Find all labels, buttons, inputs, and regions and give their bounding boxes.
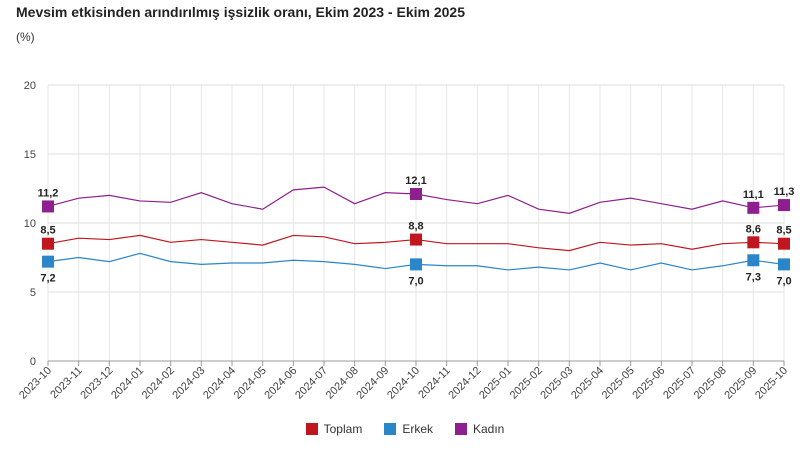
legend-label-erkek: Erkek [402,422,433,436]
legend-swatch-toplam [305,423,318,435]
y-tick-label: 0 [30,356,36,368]
marker-erkek [42,255,54,268]
data-label-erkek: 7,2 [40,273,55,285]
data-label-kadin: 11,2 [38,187,59,199]
data-label-erkek: 7,3 [746,271,761,283]
x-tick-label: 2025-04 [569,365,606,402]
marker-kadin [778,199,790,212]
x-tick-label: 2024-01 [109,365,146,402]
marker-kadin [747,201,760,214]
x-tick-label: 2024-07 [293,365,330,402]
x-tick-label: 2025-06 [630,365,667,402]
x-tick-label: 2024-11 [416,365,452,401]
x-tick-label: 2023-11 [48,365,84,401]
data-label-kadin: 11,1 [743,189,764,201]
marker-toplam [747,236,760,249]
data-label-kadin: 12,1 [405,175,426,187]
y-tick-label: 5 [30,287,36,299]
x-tick-label: 2023-10 [17,365,54,402]
x-tick-label: 2025-07 [661,365,698,402]
data-label-erkek: 7,0 [408,275,423,287]
data-label-toplam: 8,6 [746,223,761,235]
x-tick-label: 2024-10 [385,365,422,402]
line-chart: 051015202023-102023-112023-122024-012024… [17,80,795,402]
legend-swatch-erkek [384,423,397,435]
data-label-erkek: 7,0 [776,275,791,287]
y-tick-label: 10 [24,218,36,230]
x-tick-label: 2024-12 [446,365,483,402]
marker-toplam [42,237,54,250]
x-tick-label: 2025-10 [753,365,790,402]
x-tick-label: 2025-02 [508,365,545,402]
marker-kadin [42,200,54,213]
legend-label-kadin: Kadın [473,422,505,436]
legend-item-kadin[interactable]: Kadın [455,422,504,436]
data-label-toplam: 8,8 [408,221,423,233]
y-tick-label: 20 [24,80,36,92]
x-tick-label: 2024-09 [354,365,391,402]
marker-toplam [778,237,790,250]
legend-item-toplam[interactable]: Toplam [305,422,363,436]
x-tick-label: 2024-04 [201,365,238,402]
x-tick-label: 2025-03 [538,365,575,402]
data-label-kadin: 11,3 [774,186,795,198]
x-tick-label: 2023-12 [78,365,115,402]
x-tick-label: 2024-03 [170,365,207,402]
x-tick-label: 2025-09 [722,365,759,402]
x-tick-label: 2024-05 [232,365,269,402]
x-tick-label: 2025-01 [477,365,514,402]
marker-erkek [410,258,422,271]
data-label-toplam: 8,5 [776,225,791,237]
data-label-toplam: 8,5 [40,225,55,237]
x-tick-label: 2024-06 [262,365,299,402]
y-tick-label: 15 [24,149,36,161]
x-tick-label: 2024-02 [140,365,177,402]
marker-erkek [778,258,790,271]
marker-kadin [410,188,422,201]
legend-swatch-kadin [455,423,467,435]
legend-label-toplam: Toplam [323,422,363,436]
legend-item-erkek[interactable]: Erkek [384,422,433,436]
unit-label: (%) [16,30,35,44]
legend: Toplam Erkek Kadın [0,422,810,436]
x-tick-label: 2024-08 [324,365,361,402]
x-tick-label: 2025-05 [600,365,637,402]
marker-toplam [410,233,422,246]
marker-erkek [747,254,760,267]
x-tick-label: 2025-08 [692,365,729,402]
chart-title: Mevsim etkisinden arındırılmış işsizlik … [16,4,465,20]
